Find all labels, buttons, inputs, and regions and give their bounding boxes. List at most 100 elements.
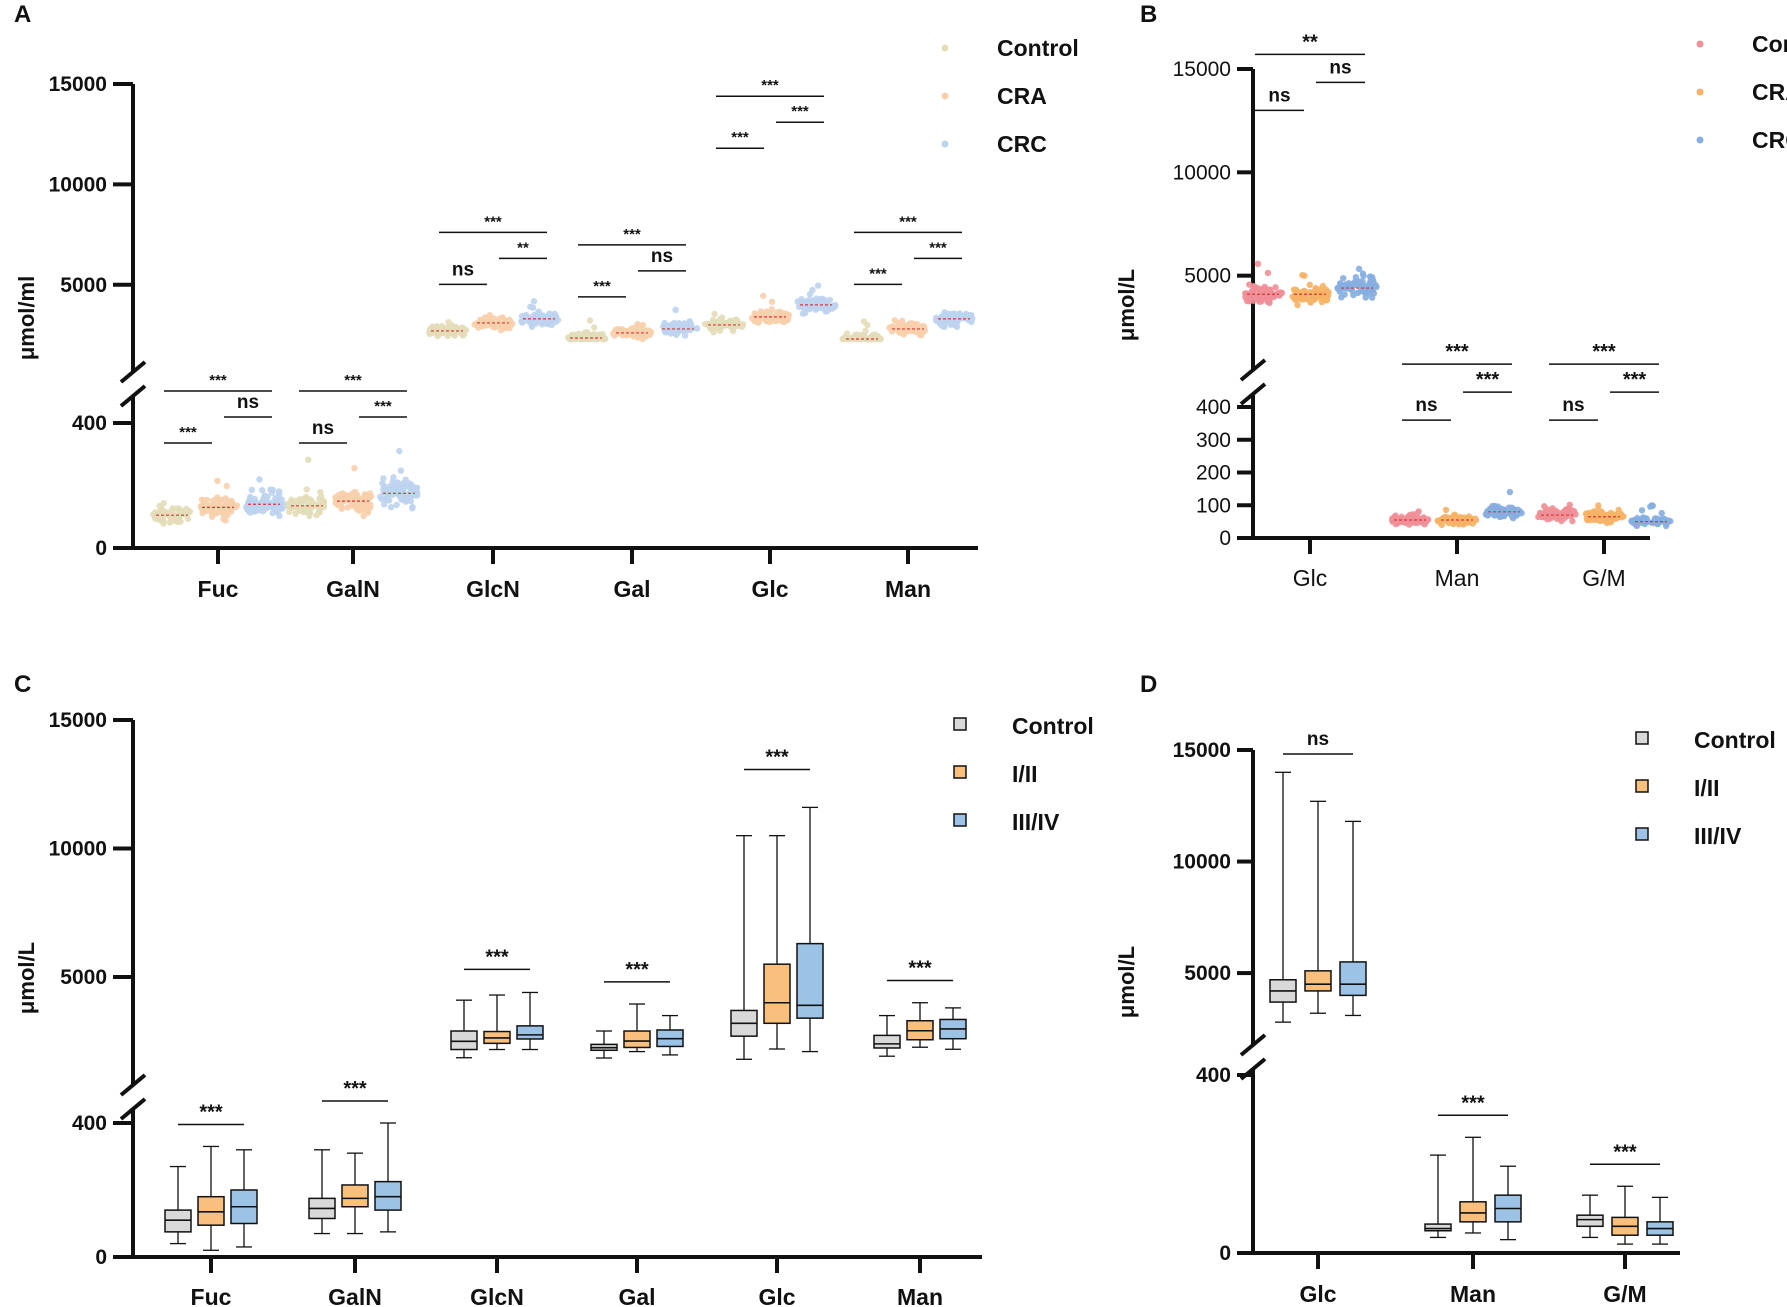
data-point	[1254, 260, 1262, 267]
data-point	[232, 504, 239, 511]
y-tick-label: 5000	[60, 274, 107, 297]
box-plot	[197, 1145, 225, 1251]
data-point	[1442, 506, 1450, 514]
x-tick-label: GalN	[328, 1284, 382, 1307]
data-point	[1253, 296, 1260, 303]
data-point	[169, 516, 177, 523]
data-point	[396, 447, 403, 455]
data-point	[862, 327, 869, 335]
data-point	[1641, 520, 1649, 528]
data-point	[530, 298, 538, 305]
data-point	[539, 317, 547, 324]
significance-label: ns	[452, 259, 474, 280]
data-point	[526, 318, 534, 325]
data-point	[1510, 515, 1517, 522]
box-plot	[450, 999, 478, 1059]
data-point	[1264, 269, 1272, 277]
x-tick-label: Fuc	[191, 1284, 232, 1307]
significance-label: ***	[1592, 341, 1616, 363]
data-point	[718, 314, 726, 321]
data-point	[273, 500, 281, 507]
data-point	[361, 493, 369, 500]
data-point	[519, 319, 526, 326]
data-point	[1316, 294, 1324, 301]
data-point	[379, 480, 386, 487]
legend-marker	[1696, 88, 1704, 96]
data-point	[1272, 284, 1279, 291]
box-iqr	[1304, 970, 1332, 992]
data-point	[1425, 516, 1432, 523]
data-point	[213, 510, 220, 517]
data-point	[1300, 287, 1308, 295]
data-point	[403, 494, 411, 501]
data-point	[175, 505, 183, 512]
data-point	[1610, 516, 1617, 523]
data-point	[244, 505, 252, 512]
data-point	[413, 484, 420, 492]
data-point	[437, 326, 444, 333]
data-point	[661, 319, 668, 327]
significance-label: ***	[929, 239, 947, 256]
y-tick-label: 400	[72, 412, 107, 435]
data-point	[390, 474, 397, 481]
data-point	[1595, 502, 1602, 509]
y-tick-label: 400	[1196, 1064, 1231, 1087]
legend-label: CRC	[997, 131, 1047, 157]
x-tick-label: Fuc	[198, 576, 239, 602]
data-point	[772, 318, 779, 325]
series-i-ii	[1304, 800, 1639, 1245]
data-point	[1556, 514, 1563, 522]
y-tick-label: 10000	[49, 838, 107, 861]
data-point	[1305, 296, 1312, 303]
data-point	[1368, 273, 1375, 281]
y-tick-label: 10000	[49, 173, 107, 196]
data-point	[266, 499, 273, 507]
y-tick-label: 10000	[1173, 161, 1231, 184]
data-point	[864, 321, 871, 329]
significance-label: ***	[209, 372, 227, 389]
box-plot	[1494, 1165, 1522, 1241]
data-point	[1367, 285, 1375, 293]
x-tick-label: Glc	[1293, 565, 1328, 591]
data-point	[590, 330, 598, 338]
significance-label: ***	[1461, 1092, 1485, 1114]
data-point	[1306, 281, 1314, 288]
data-point	[483, 322, 490, 329]
series-cra	[1289, 272, 1627, 529]
data-point	[1490, 511, 1497, 518]
box-iqr	[873, 1034, 901, 1049]
data-point	[387, 504, 395, 511]
data-point	[292, 510, 299, 517]
legend-marker	[1696, 136, 1704, 144]
box-plot	[939, 1007, 967, 1050]
box-iqr	[164, 1209, 192, 1233]
data-point	[268, 489, 276, 496]
significance-label: ***	[374, 398, 392, 415]
data-point	[1394, 516, 1401, 523]
data-point	[1294, 301, 1301, 309]
data-point	[184, 515, 192, 523]
data-point	[224, 497, 232, 504]
axis-break-mark	[119, 1097, 147, 1121]
significance-label: ns	[651, 246, 673, 267]
data-point	[384, 493, 391, 501]
y-tick-label: 400	[72, 1112, 107, 1135]
data-point	[585, 335, 592, 343]
data-point	[1405, 515, 1413, 522]
data-point	[344, 504, 351, 511]
data-point	[351, 465, 358, 472]
data-point	[891, 317, 898, 324]
legend-label: I/II	[1012, 761, 1038, 787]
data-point	[1343, 282, 1350, 289]
data-point	[1603, 519, 1611, 527]
data-point	[1362, 294, 1369, 301]
data-point	[896, 329, 904, 336]
y-tick-label: 15000	[1173, 739, 1231, 762]
box-plot	[230, 1149, 258, 1248]
box-plot	[730, 835, 758, 1060]
data-point	[428, 324, 435, 332]
series-crc	[243, 282, 976, 519]
data-point	[1319, 282, 1327, 290]
box-plot	[1269, 771, 1297, 1023]
